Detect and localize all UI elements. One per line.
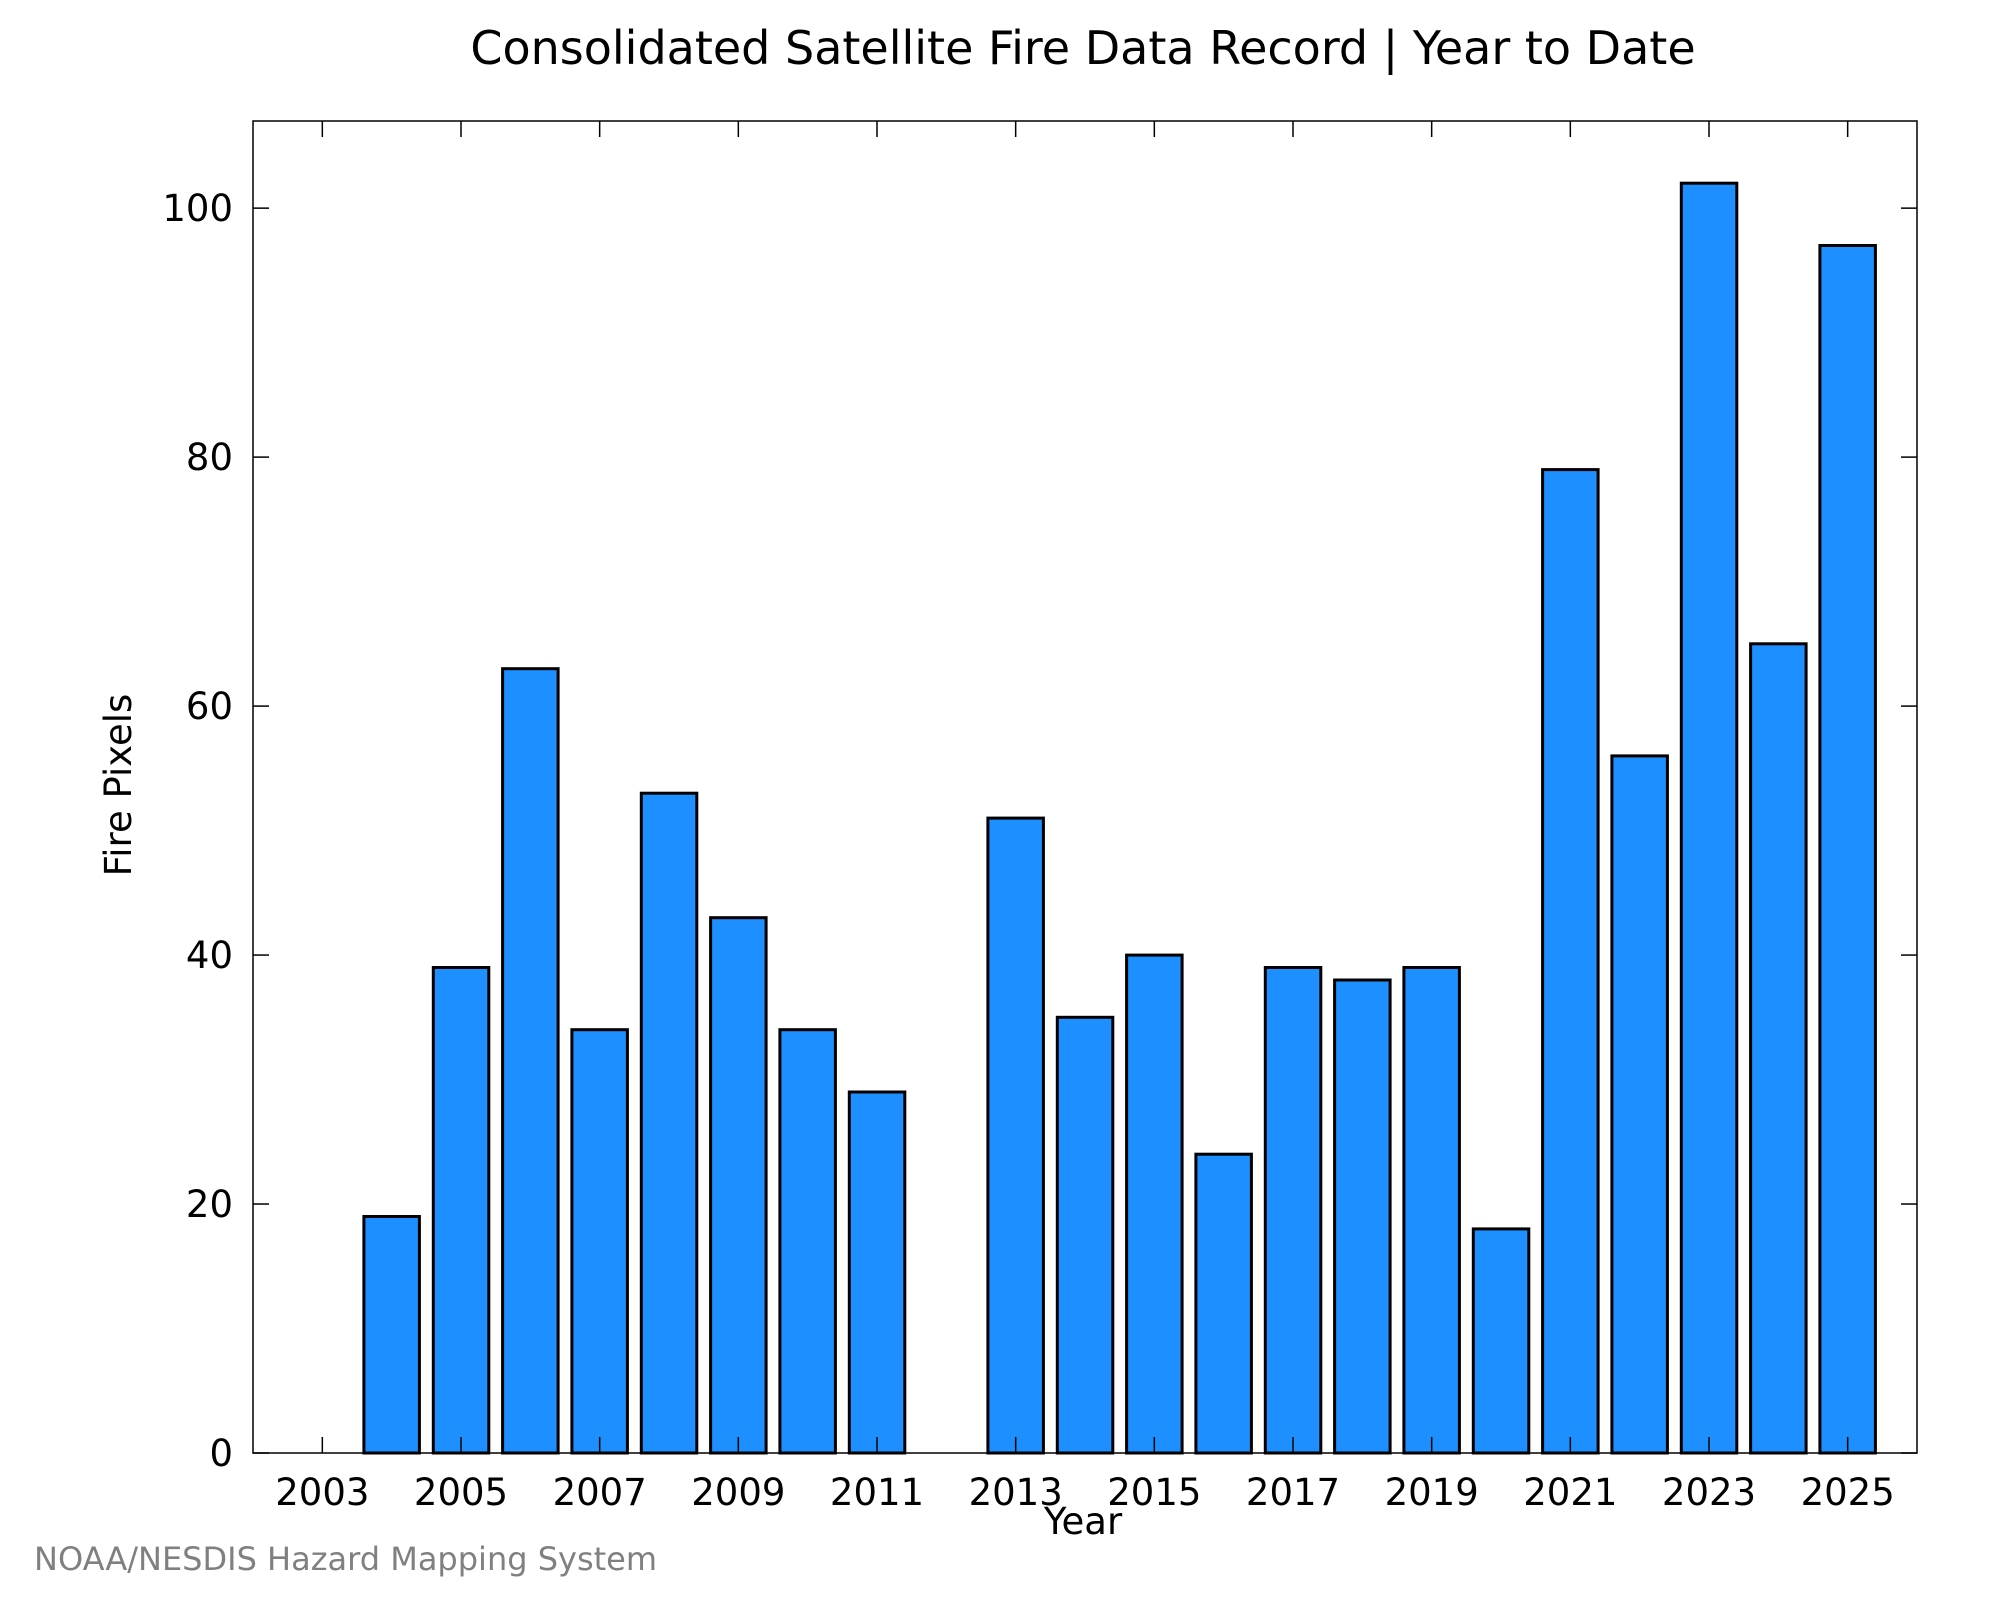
x-axis-label: Year [1043, 1500, 1123, 1543]
bar-2025 [1818, 244, 1877, 1455]
y-tick-label-40: 40 [186, 934, 233, 977]
bar-2021 [1541, 468, 1600, 1455]
bar-2008 [639, 791, 699, 1455]
x-tick-label-2019: 2019 [1385, 1471, 1479, 1514]
y-tick-label-0: 0 [209, 1432, 233, 1475]
x-tick-label-2015: 2015 [1107, 1471, 1201, 1514]
bar-2009 [709, 916, 768, 1455]
y-tick-label-80: 80 [186, 436, 233, 479]
bar-2004 [362, 1215, 421, 1455]
x-tick-label-2021: 2021 [1523, 1471, 1617, 1514]
x-tick-label-2005: 2005 [414, 1471, 508, 1514]
plot-frame [252, 120, 1918, 1454]
bar-2014 [1055, 1015, 1115, 1455]
x-tick-label-2013: 2013 [969, 1471, 1063, 1514]
bar-2016 [1194, 1152, 1253, 1455]
bar-2006 [501, 667, 560, 1455]
bar-2005 [431, 966, 491, 1455]
x-tick-label-2023: 2023 [1662, 1471, 1756, 1514]
y-tick-label-20: 20 [186, 1183, 233, 1226]
bar-2024 [1749, 642, 1808, 1455]
bar-2015 [1125, 953, 1184, 1455]
x-tick-label-2025: 2025 [1801, 1471, 1895, 1514]
bar-2018 [1333, 978, 1392, 1455]
y-tick-label-60: 60 [186, 685, 233, 728]
bar-2023 [1679, 181, 1739, 1455]
bar-2007 [570, 1028, 629, 1455]
bar-2011 [847, 1090, 907, 1455]
x-tick-label-2017: 2017 [1246, 1471, 1340, 1514]
bar-2022 [1610, 754, 1669, 1455]
y-axis-label: Fire Pixels [97, 694, 140, 877]
bar-2017 [1263, 966, 1323, 1455]
x-tick-label-2003: 2003 [275, 1471, 369, 1514]
bar-2020 [1471, 1227, 1531, 1455]
x-tick-label-2011: 2011 [830, 1471, 924, 1514]
bar-2010 [778, 1028, 837, 1455]
chart-title: Consolidated Satellite Fire Data Record … [470, 21, 1695, 76]
x-tick-label-2007: 2007 [553, 1471, 647, 1514]
plot-area: 2003 2005 2007 2009 2011 2013 2015 2017 2019 2021… [162, 120, 1918, 1514]
x-tick-label-2009: 2009 [691, 1471, 785, 1514]
credit-text: NOAA/NESDIS Hazard Mapping System [34, 1540, 657, 1578]
y-tick-label-100: 100 [162, 187, 233, 230]
bar-2013 [986, 816, 1045, 1455]
bar-2019 [1402, 966, 1461, 1455]
